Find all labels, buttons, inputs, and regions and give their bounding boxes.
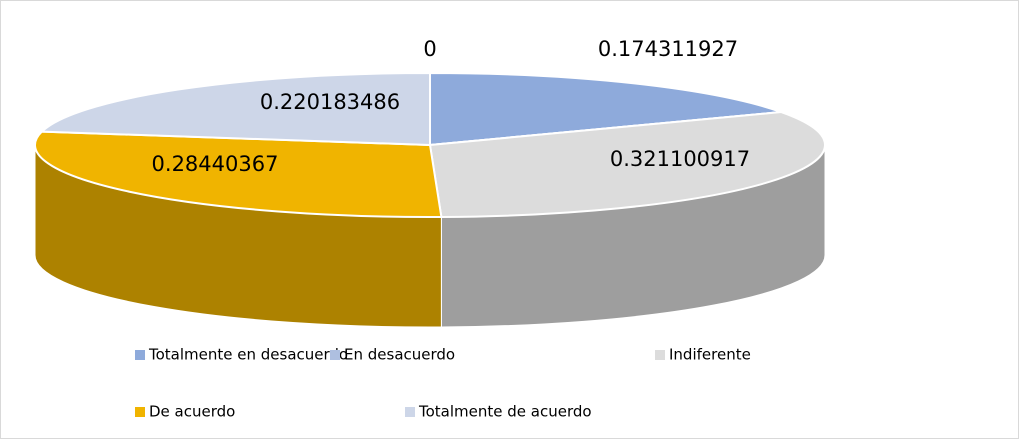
pie-tops xyxy=(34,71,826,218)
legend-swatch xyxy=(655,350,665,360)
data-label: 0.174311927 xyxy=(598,37,738,61)
slice xyxy=(429,71,782,147)
slice xyxy=(39,71,431,147)
data-label: 0.220183486 xyxy=(260,90,400,114)
legend-label: Totalmente de acuerdo xyxy=(418,403,592,421)
legend-swatch xyxy=(405,407,415,417)
legend-swatch xyxy=(330,350,340,360)
legend-label: En desacuerdo xyxy=(344,346,455,364)
data-label: 0 xyxy=(423,37,436,61)
legend-label: Indiferente xyxy=(669,346,751,364)
slice xyxy=(34,130,443,218)
legend-label: Totalmente en desacuerdo xyxy=(148,346,348,364)
legend-label: De acuerdo xyxy=(149,403,235,421)
legend-swatch xyxy=(135,350,145,360)
legend-swatch xyxy=(135,407,145,417)
data-labels: 0.174311927 0 0.321100917 0.28440367 0.22018… xyxy=(152,37,751,176)
data-label: 0.321100917 xyxy=(610,147,750,171)
slice xyxy=(428,111,826,218)
data-label: 0.28440367 xyxy=(152,152,279,176)
